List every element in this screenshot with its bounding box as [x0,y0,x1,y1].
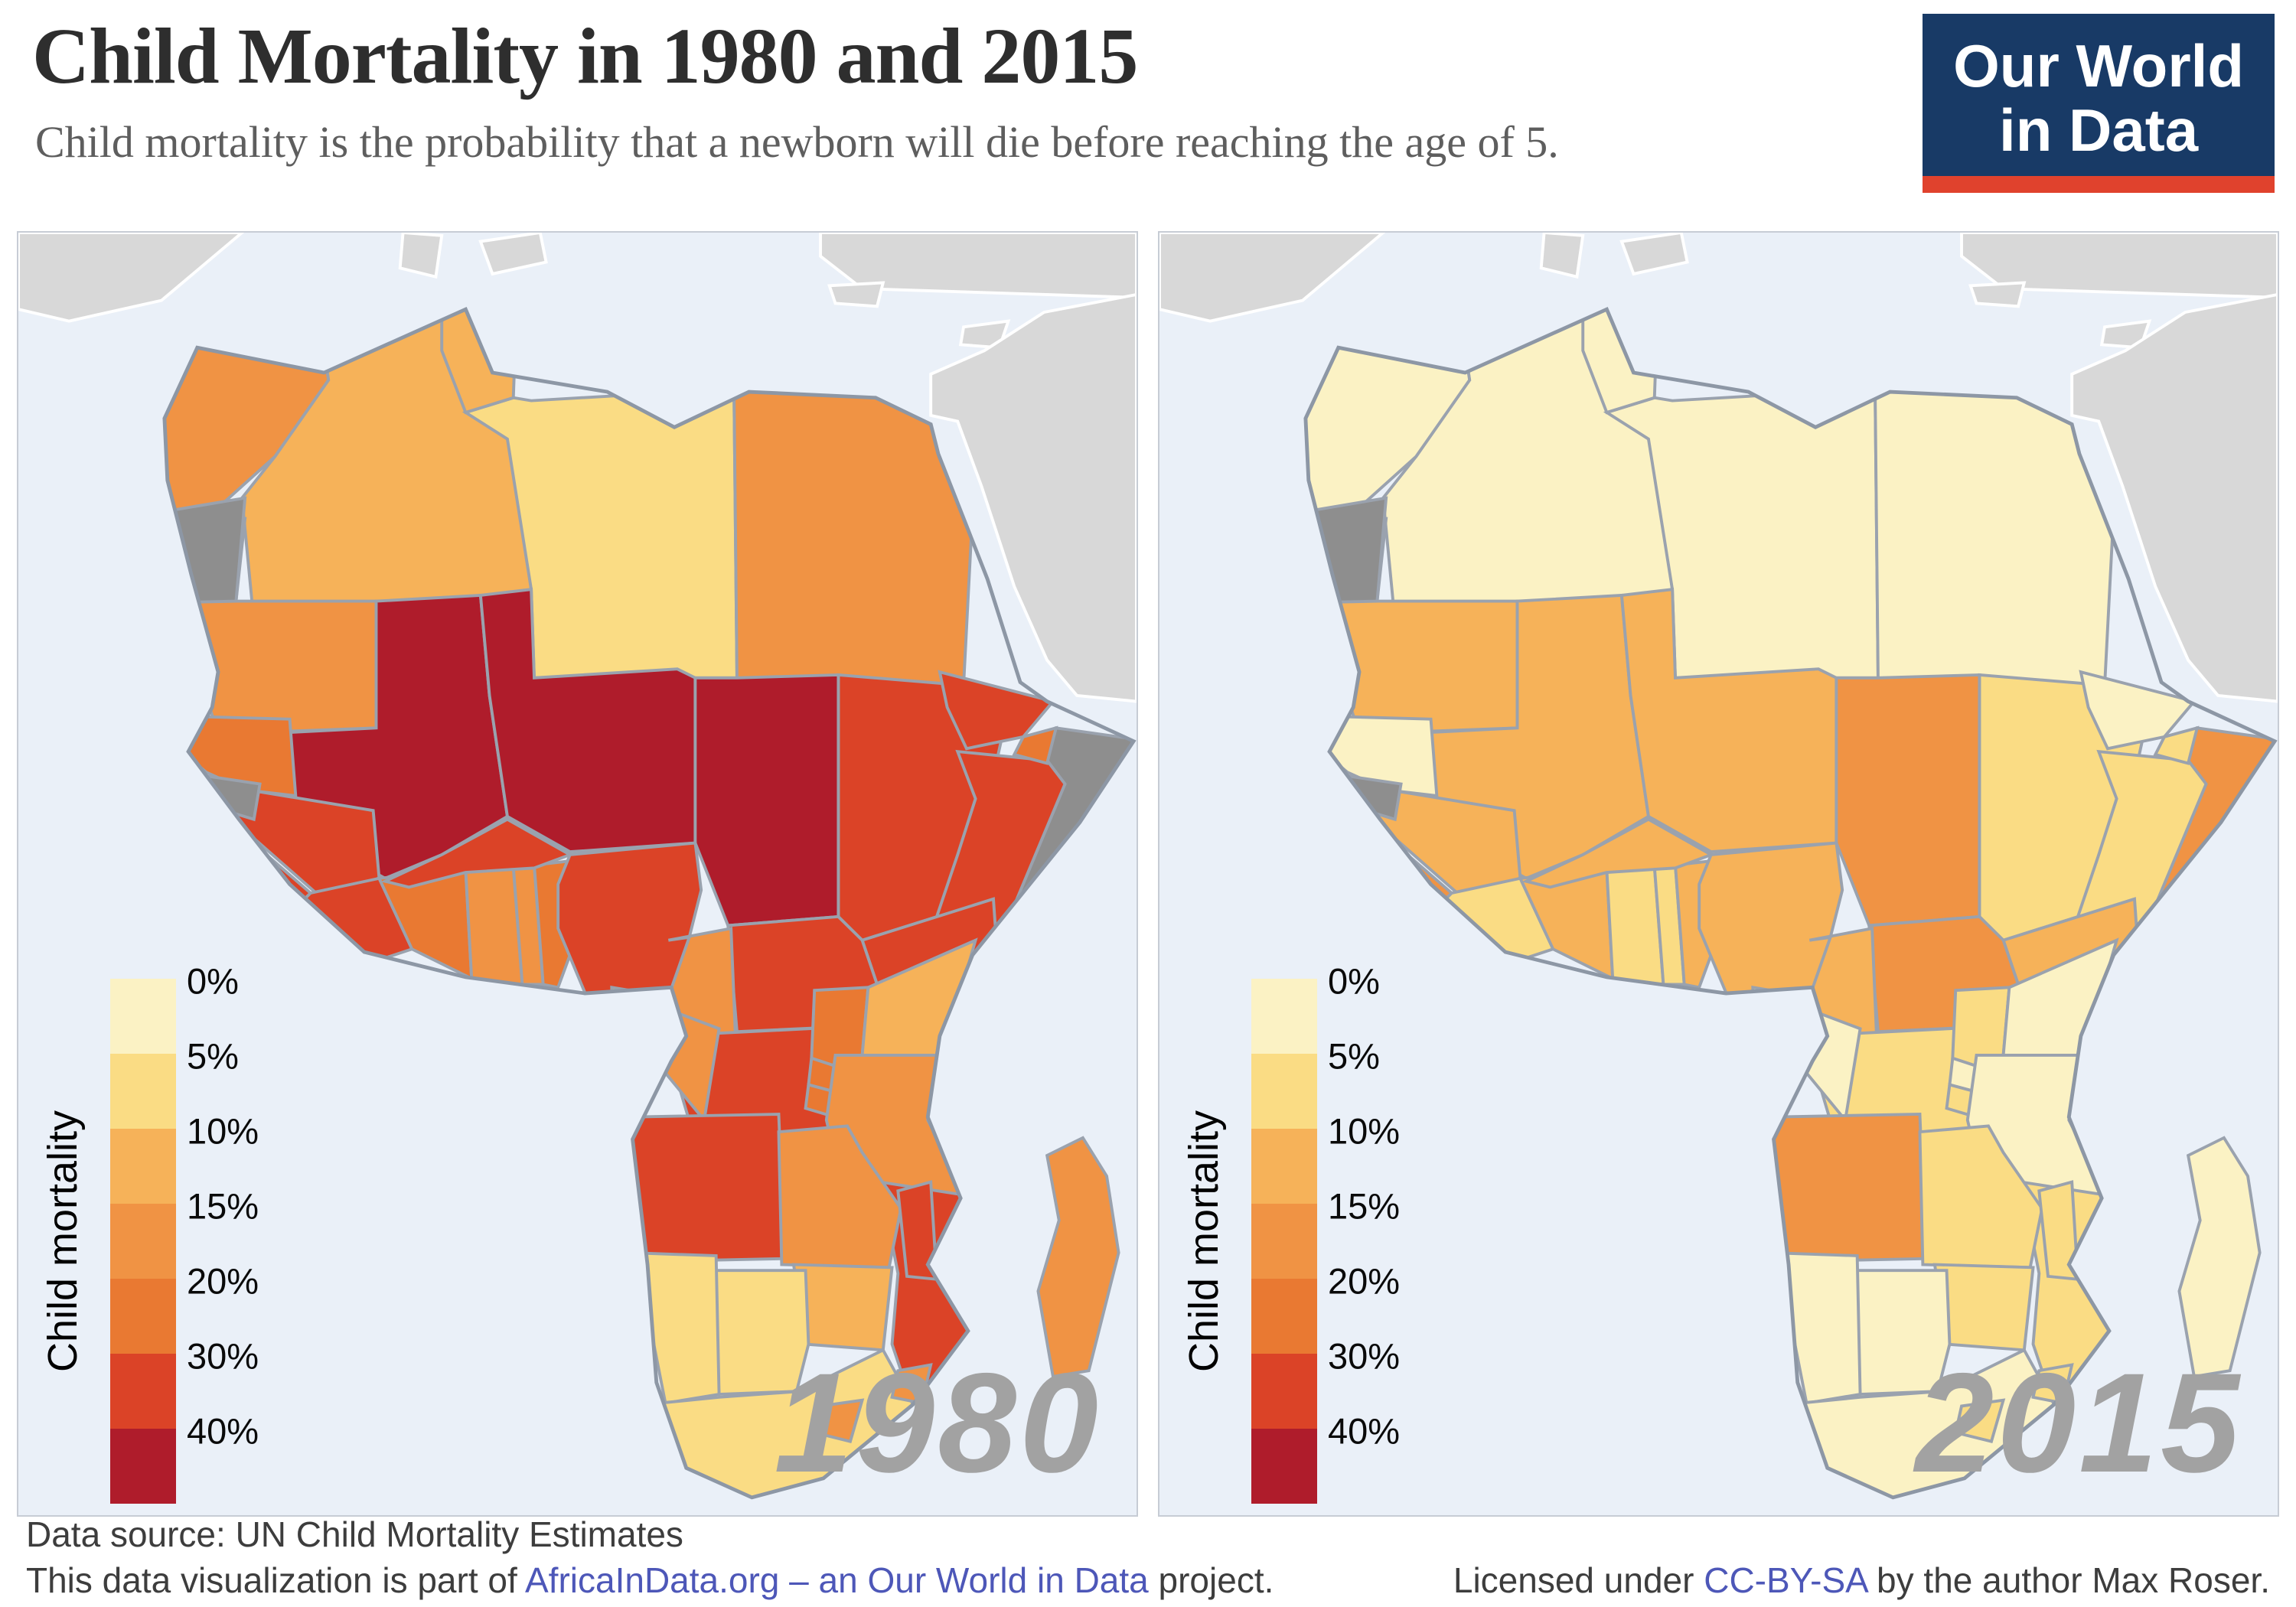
country-western-sahara [1305,496,1388,606]
country-eritrea [938,670,1056,751]
africaindata-link[interactable]: AfricaInData.org – an Our World in Data [525,1560,1149,1600]
country-lesotho [812,1398,865,1443]
footer: Data source: UN Child Mortality Estimate… [26,1514,2270,1601]
logo-line-1: Our World [1953,32,2244,99]
year-label-2015: 2015 [1915,1345,2242,1502]
page-subtitle: Child mortality is the probability that … [35,117,1559,167]
country-eritrea [2079,670,2197,751]
legend-swatch-10% [1251,1129,1317,1204]
legend-tick-label: 40% [1328,1410,1401,1452]
country-gabon [1751,994,1818,1081]
land-outside-africa [478,233,548,276]
country-namibia [627,1251,721,1405]
country-burkina-faso [1521,817,1715,889]
legend-swatch-0% [1251,979,1317,1054]
logo-line-2: in Data [1999,96,2199,165]
map-panel-2015: Child mortality 0% 5% 10% 15% 20% 30% 40% 2015 [1158,231,2279,1517]
country-burkina-faso [380,817,574,889]
country-egypt [1874,387,2122,687]
legend-swatch-20% [1251,1279,1317,1354]
legend: Child mortality 0% 5% 10% 15% 20% 30% 40% [40,960,259,1504]
country-western-sahara [164,496,247,606]
legend-swatch-5% [1251,1054,1317,1129]
land-outside-africa [929,292,1137,703]
legend-tick-label: 5% [1328,1035,1380,1077]
africa-coastline [1303,306,2278,1500]
legend-tick-label: 15% [187,1185,259,1227]
legend-title: Child mortality [1181,1110,1227,1373]
attribution-line: This data visualization is part of Afric… [26,1560,2270,1601]
legend-tick-label: 5% [187,1035,239,1077]
legend-swatch-40% [1251,1429,1317,1504]
land-outside-africa [2070,292,2278,703]
legend-tick-label: 0% [187,960,239,1002]
owid-logo: Our World in Data [1923,14,2275,194]
legend-swatch-20% [110,1279,176,1354]
country-madagascar [1036,1136,1120,1379]
legend-swatch-10% [110,1129,176,1204]
license-link[interactable]: CC-BY-SA [1704,1560,1867,1600]
country-angola [625,1113,787,1263]
land-outside-africa [1159,233,1386,323]
legend-tick-label: 30% [1328,1335,1401,1377]
legend-swatch-40% [110,1429,176,1504]
country-djibouti [1012,725,1058,765]
map-panel-1980: Child mortality 0% 5% 10% 15% 20% 30% 40% 1980 [17,231,1138,1517]
africa-map-2015 [1159,233,2278,1500]
land-outside-africa [819,233,1137,299]
legend-tick-label: 40% [187,1410,259,1452]
legend-tick-label: 20% [1328,1260,1401,1302]
land-outside-africa [1619,233,1689,276]
africa-map-1980 [18,233,1137,1500]
license-prefix: Licensed under [1453,1560,1704,1600]
country-egypt [732,387,980,687]
legend-tick-labels: 0% 5% 10% 15% 20% 30% 40% [1328,960,1496,1504]
legend-swatch-5% [110,1054,176,1129]
legend-tick-labels: 0% 5% 10% 15% 20% 30% 40% [187,960,355,1504]
legend-swatches [110,979,176,1504]
page-title: Child Mortality in 1980 and 2015 [32,12,1138,100]
land-outside-africa [1539,233,1585,279]
land-outside-africa [398,233,444,279]
legend-tick-label: 10% [1328,1110,1401,1152]
country-lesotho [1953,1398,2006,1443]
legend: Child mortality 0% 5% 10% 15% 20% 30% 40% [1181,960,1400,1504]
legend-tick-label: 20% [187,1260,259,1302]
legend-tick-label: 0% [1328,960,1380,1002]
maps-row: Child mortality 0% 5% 10% 15% 20% 30% 40% 1980… [17,231,2279,1517]
legend-tick-label: 15% [1328,1185,1401,1227]
legend-swatches [1251,979,1317,1504]
legend-title: Child mortality [40,1110,86,1373]
country-namibia [1768,1251,1862,1405]
license-line: Licensed under CC-BY-SA by the author Ma… [1453,1560,2270,1601]
country-angola [1766,1113,1928,1263]
legend-swatch-30% [1251,1354,1317,1429]
country-gabon [610,994,677,1081]
legend-swatch-0% [110,979,176,1054]
year-label-1980: 1980 [774,1345,1101,1502]
header: Child Mortality in 1980 and 2015 Child m… [0,0,2296,230]
land-outside-africa [827,281,885,308]
country-chad [693,673,840,927]
legend-swatch-15% [110,1204,176,1279]
country-chad [1835,673,1981,927]
legend-swatch-15% [1251,1204,1317,1279]
attribution-prefix: This data visualization is part of [26,1560,525,1600]
land-outside-africa [1968,281,2027,308]
legend-tick-label: 30% [187,1335,259,1377]
land-outside-africa [18,233,245,323]
data-source-line: Data source: UN Child Mortality Estimate… [26,1514,683,1555]
land-outside-africa [1960,233,2278,299]
license-suffix: by the author Max Roser. [1867,1560,2270,1600]
africa-coastline [162,306,1137,1500]
country-djibouti [2153,725,2200,765]
country-madagascar [2177,1136,2262,1379]
legend-swatch-30% [110,1354,176,1429]
legend-tick-label: 10% [187,1110,259,1152]
attribution-suffix: project. [1148,1560,1274,1600]
